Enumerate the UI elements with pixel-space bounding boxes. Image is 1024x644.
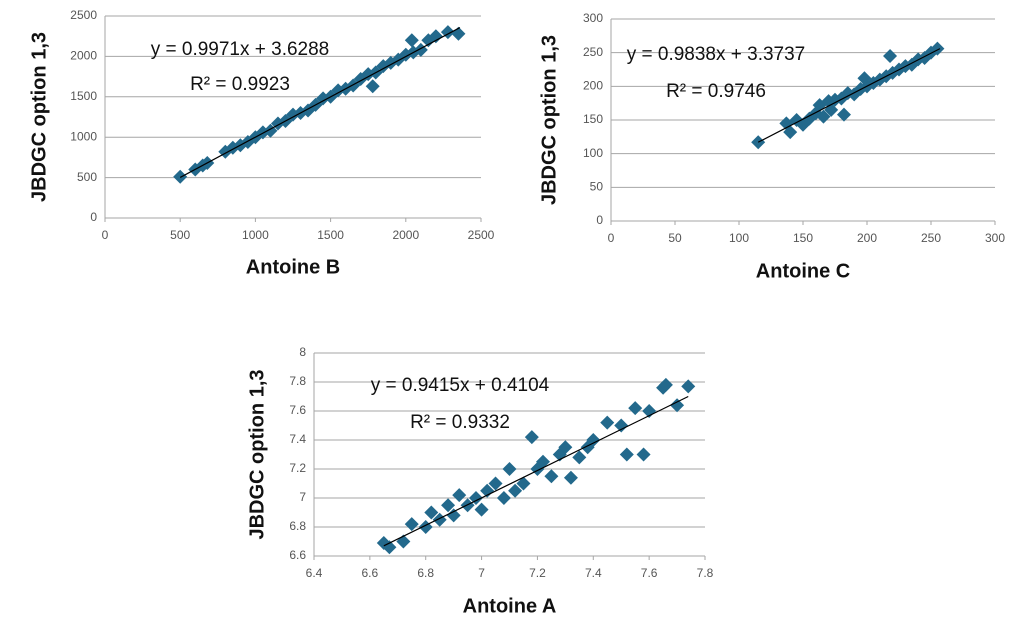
trendline xyxy=(757,48,941,143)
x-axis-label: Antoine A xyxy=(463,595,557,617)
point xyxy=(451,26,466,41)
point xyxy=(636,447,651,462)
y-tick-label: 7.8 xyxy=(289,374,306,388)
x-tick-label: 6.4 xyxy=(306,566,323,580)
x-axis-label: Antoine C xyxy=(756,260,850,282)
point xyxy=(418,520,433,534)
y-tick-label: 50 xyxy=(590,180,604,194)
y-tick-label: 6.8 xyxy=(289,519,306,533)
x-tick-label: 6.6 xyxy=(362,566,379,580)
point xyxy=(446,508,461,523)
equation: y = 0.9838x + 3.3737 xyxy=(627,44,806,65)
point xyxy=(783,125,798,140)
x-tick-label: 300 xyxy=(985,231,1005,245)
y-axis-label: JBDGC option 1,3 xyxy=(538,35,560,205)
point xyxy=(658,377,673,392)
x-tick-label: 500 xyxy=(170,228,190,242)
equation: y = 0.9971x + 3.6288 xyxy=(151,39,330,60)
point xyxy=(404,517,419,532)
point xyxy=(572,450,587,465)
x-tick-label: 200 xyxy=(857,231,877,245)
x-tick-label: 6.8 xyxy=(417,566,434,580)
point xyxy=(600,415,615,430)
point xyxy=(365,79,380,94)
y-tick-label: 1500 xyxy=(70,89,97,103)
point xyxy=(468,491,483,505)
point xyxy=(681,379,696,394)
y-tick-label: 7.2 xyxy=(289,461,306,475)
y-tick-label: 500 xyxy=(77,170,97,184)
trendline xyxy=(179,27,461,178)
x-tick-label: 2500 xyxy=(468,228,495,242)
point xyxy=(670,398,685,413)
r-squared: R² = 0.9923 xyxy=(190,74,290,95)
point xyxy=(452,488,467,503)
y-tick-label: 250 xyxy=(583,45,603,59)
x-tick-label: 100 xyxy=(729,231,749,245)
x-tick-label: 2000 xyxy=(392,228,419,242)
point xyxy=(496,491,511,505)
point xyxy=(428,29,443,44)
point xyxy=(404,33,419,48)
x-tick-label: 1000 xyxy=(242,228,269,242)
point xyxy=(488,476,503,491)
point xyxy=(563,470,578,485)
y-tick-label: 100 xyxy=(583,146,603,160)
y-tick-label: 6.6 xyxy=(289,548,306,562)
point xyxy=(628,401,643,416)
y-tick-label: 0 xyxy=(596,213,603,227)
point xyxy=(441,498,456,513)
y-tick-label: 2500 xyxy=(70,8,97,22)
point xyxy=(586,433,601,447)
point xyxy=(536,454,551,469)
x-tick-label: 7.8 xyxy=(697,566,714,580)
x-tick-label: 0 xyxy=(608,231,615,245)
r-squared: R² = 0.9746 xyxy=(666,81,766,102)
x-tick-label: 7.2 xyxy=(529,566,546,580)
y-axis-label: JBDGC option 1,3 xyxy=(28,32,50,202)
point xyxy=(382,540,397,555)
x-tick-label: 7.4 xyxy=(585,566,602,580)
point xyxy=(614,418,629,433)
x-tick-label: 1500 xyxy=(317,228,344,242)
y-tick-label: 7.4 xyxy=(289,432,306,446)
point xyxy=(480,483,495,498)
point xyxy=(544,469,559,484)
r-squared: R² = 0.9332 xyxy=(410,412,510,433)
y-tick-label: 7 xyxy=(299,490,306,504)
x-tick-label: 7 xyxy=(478,566,485,580)
y-tick-label: 0 xyxy=(90,210,97,224)
point xyxy=(816,109,831,124)
point xyxy=(883,49,898,64)
y-tick-label: 2000 xyxy=(70,49,97,63)
point xyxy=(424,505,439,520)
trendline xyxy=(383,395,689,547)
y-tick-label: 200 xyxy=(583,79,603,93)
y-tick-label: 300 xyxy=(583,11,603,25)
x-tick-label: 0 xyxy=(102,228,109,242)
y-tick-label: 150 xyxy=(583,112,603,126)
x-tick-label: 150 xyxy=(793,231,813,245)
x-tick-label: 7.6 xyxy=(641,566,658,580)
x-axis-label: Antoine B xyxy=(246,256,340,278)
y-axis-label: JBDGC option 1,3 xyxy=(246,369,268,539)
point xyxy=(474,502,489,517)
point xyxy=(508,483,523,498)
y-tick-label: 8 xyxy=(299,345,306,359)
x-tick-label: 250 xyxy=(921,231,941,245)
point xyxy=(558,440,573,455)
point xyxy=(502,462,517,476)
equation: y = 0.9415x + 0.4104 xyxy=(371,375,550,396)
y-tick-label: 1000 xyxy=(70,129,97,143)
x-tick-label: 50 xyxy=(668,231,682,245)
point xyxy=(524,430,539,445)
y-tick-label: 7.6 xyxy=(289,403,306,417)
point xyxy=(836,107,851,122)
point xyxy=(516,476,531,491)
point xyxy=(619,447,634,462)
